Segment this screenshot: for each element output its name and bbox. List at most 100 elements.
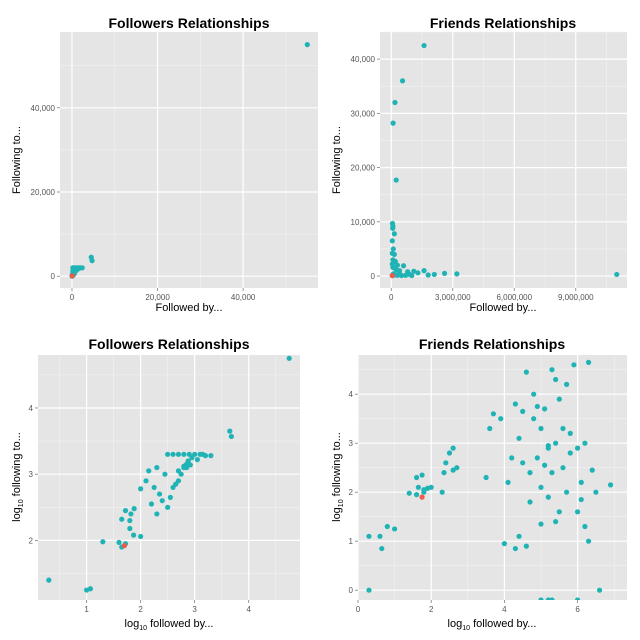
data-point	[531, 392, 536, 397]
y-tick-label: 4	[29, 404, 34, 413]
y-tick-label: 2	[29, 536, 34, 545]
data-point	[538, 426, 543, 431]
data-point	[560, 465, 565, 470]
x-axis-label-suffix: followed by...	[470, 618, 536, 630]
data-point	[391, 246, 396, 251]
data-point	[568, 450, 573, 455]
data-point	[128, 511, 133, 516]
data-point	[524, 370, 529, 375]
data-point	[195, 457, 200, 462]
y-tick-label: 20,000	[31, 188, 56, 197]
data-point	[597, 588, 602, 593]
x-tick-label: 4	[246, 605, 251, 614]
data-point	[549, 470, 554, 475]
data-point	[542, 463, 547, 468]
data-point	[127, 526, 132, 531]
data-point	[586, 539, 591, 544]
x-axis-label-prefix: log	[125, 618, 140, 630]
data-point	[168, 495, 173, 500]
panel-title: Friends Relationships	[430, 15, 576, 31]
x-tick-label: 2	[138, 605, 143, 614]
data-point	[379, 546, 384, 551]
data-point	[442, 271, 447, 276]
y-axis-label: Following to...	[11, 126, 23, 194]
data-point	[132, 506, 137, 511]
data-point	[614, 272, 619, 277]
data-point	[421, 43, 426, 48]
data-point	[549, 597, 554, 602]
data-point	[560, 426, 565, 431]
data-point	[454, 271, 459, 276]
data-point	[553, 441, 558, 446]
data-point	[149, 501, 154, 506]
x-axis-label-subscript: 10	[462, 625, 470, 632]
y-tick-label: 3	[29, 470, 34, 479]
y-axis-label: Following to...	[331, 126, 343, 194]
x-axis-label-subscript: 10	[139, 625, 147, 632]
data-point	[579, 497, 584, 502]
data-point	[181, 452, 186, 457]
data-point	[447, 450, 452, 455]
panel-friends-linear: 0 3,000,000 6,000,000 9,000,000010,00020,00…	[331, 15, 627, 314]
data-point	[429, 485, 434, 490]
data-point	[509, 455, 514, 460]
data-point	[546, 495, 551, 500]
data-point	[116, 540, 121, 545]
y-tick-label: 0	[51, 272, 56, 281]
y-tick-label: 2	[349, 488, 354, 497]
data-point	[571, 362, 576, 367]
y-tick-label: 0	[349, 586, 354, 595]
y-axis-label-prefix: log	[331, 507, 343, 522]
data-point	[441, 470, 446, 475]
data-point	[88, 586, 93, 591]
data-point	[143, 478, 148, 483]
data-point	[538, 521, 543, 526]
data-point	[524, 544, 529, 549]
data-point	[165, 505, 170, 510]
data-point	[127, 518, 132, 523]
data-point	[409, 273, 414, 278]
data-point	[287, 356, 292, 361]
x-tick-label: 1	[84, 605, 89, 614]
data-point	[502, 541, 507, 546]
y-axis-label-suffix: following to...	[331, 432, 343, 499]
data-point	[557, 397, 562, 402]
panel-background	[380, 32, 627, 288]
data-point	[568, 431, 573, 436]
y-axis-label: log10 following to...	[331, 432, 345, 522]
data-point	[392, 100, 397, 105]
plot-area: 1 2 3 4234	[29, 355, 300, 614]
data-point	[582, 441, 587, 446]
data-point	[188, 462, 193, 467]
highlight-point	[70, 273, 75, 278]
y-tick-label: 30,000	[351, 109, 376, 118]
data-point	[527, 470, 532, 475]
x-axis-label: log10 followed by...	[125, 618, 214, 632]
data-point	[414, 475, 419, 480]
data-point	[542, 406, 547, 411]
data-point	[119, 517, 124, 522]
data-point	[451, 446, 456, 451]
data-point	[491, 411, 496, 416]
data-point	[366, 534, 371, 539]
data-point	[415, 270, 420, 275]
data-point	[176, 478, 181, 483]
data-point	[538, 485, 543, 490]
data-point	[401, 263, 406, 268]
data-point	[516, 436, 521, 441]
data-point	[123, 508, 128, 513]
data-point	[582, 524, 587, 529]
x-axis-label-suffix: followed by...	[147, 618, 213, 630]
data-point	[229, 434, 234, 439]
y-tick-label: 20,000	[351, 164, 376, 173]
x-tick-label: 3,000,000	[435, 293, 471, 302]
data-point	[208, 453, 213, 458]
data-point	[394, 177, 399, 182]
panel-background	[60, 32, 318, 288]
data-point	[483, 475, 488, 480]
panel-title: Friends Relationships	[419, 336, 565, 352]
x-tick-label: 9,000,000	[558, 293, 594, 302]
data-point	[146, 468, 151, 473]
data-point	[391, 121, 396, 126]
